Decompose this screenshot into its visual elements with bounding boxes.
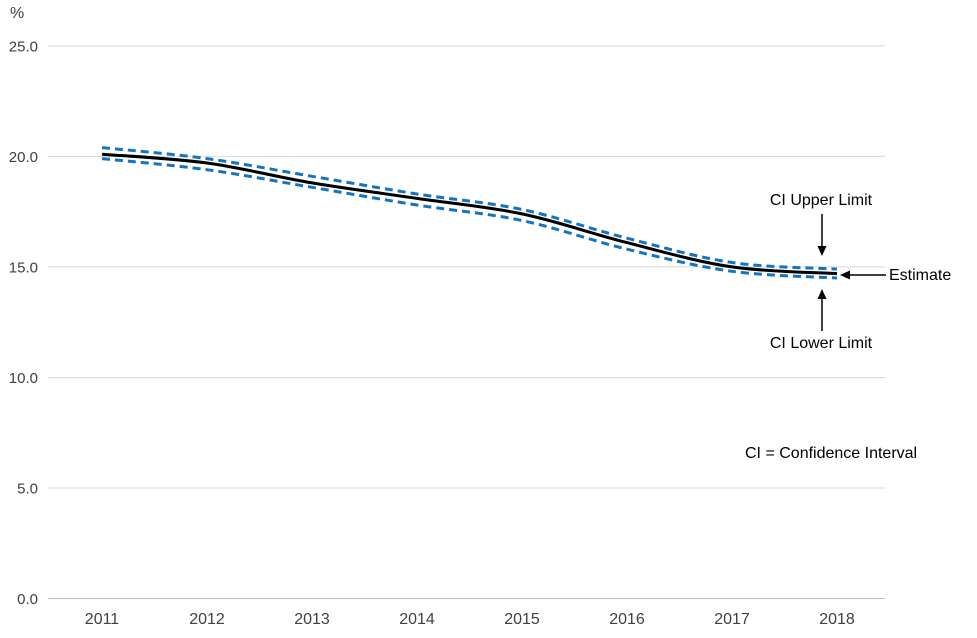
x-tick-label: 2016 bbox=[609, 611, 645, 628]
y-axis-unit-label: % bbox=[10, 5, 25, 22]
x-tick-label: 2011 bbox=[85, 611, 120, 628]
x-tick-label: 2014 bbox=[399, 611, 435, 628]
ci-upper-limit-line bbox=[101, 146, 838, 271]
x-tick-label: 2012 bbox=[189, 611, 225, 628]
x-tick-label: 2018 bbox=[819, 611, 855, 628]
y-tick-label: 5.0 bbox=[17, 480, 38, 497]
y-tick-label: 0.0 bbox=[17, 591, 38, 608]
x-tick-label: 2013 bbox=[294, 611, 330, 628]
estimate-line bbox=[101, 152, 838, 276]
annotation-arrowhead-left bbox=[840, 270, 850, 280]
ci-upper-limit-label: CI Upper Limit bbox=[769, 192, 873, 209]
ci-lower-limit-label: CI Lower Limit bbox=[769, 335, 873, 352]
y-tick-label: 20.0 bbox=[9, 149, 38, 166]
x-tick-label: 2017 bbox=[714, 611, 750, 628]
ci-abbreviation-note: CI = Confidence Interval bbox=[745, 445, 918, 462]
ci-lower-limit-line bbox=[101, 157, 838, 280]
y-tick-label: 15.0 bbox=[9, 259, 38, 276]
x-tick-label: 2015 bbox=[504, 611, 540, 628]
y-tick-label: 25.0 bbox=[9, 38, 38, 55]
annotation-arrowhead-up bbox=[817, 289, 827, 299]
estimate-label: Estimate bbox=[889, 267, 952, 284]
y-tick-label: 10.0 bbox=[9, 370, 38, 387]
annotation-arrowhead-down bbox=[817, 246, 827, 256]
